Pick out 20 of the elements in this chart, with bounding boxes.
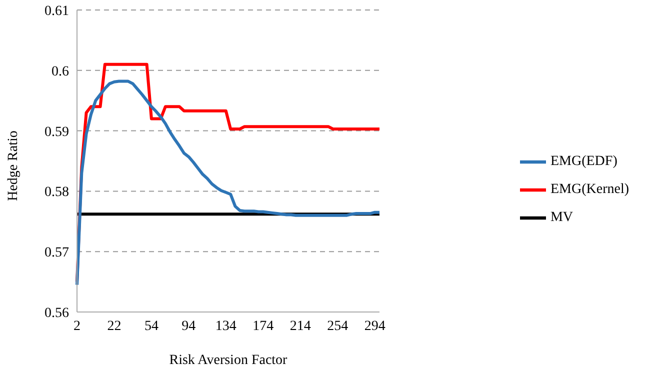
x-tick-label: 294 [364,318,386,334]
x-tick-label: 2 [74,318,80,334]
y-tick-label: 0.57 [44,246,69,261]
x-tick-label: 254 [327,318,348,334]
x-tick-label: 54 [144,318,158,334]
x-tick-label: 94 [182,318,196,334]
legend-label: EMG(EDF) [550,154,618,169]
x-tick-label: 22 [107,318,122,334]
x-axis-title: Risk Aversion Factor [169,353,288,368]
legend-label: EMG(Kernel) [550,182,629,197]
y-tick-label: 0.6 [52,64,69,80]
legend-label: MV [550,210,574,225]
x-tick-label: 174 [252,318,274,334]
x-tick-label: 134 [215,318,236,334]
y-axis-title: Hedge Ratio [6,130,21,201]
x-tick-label: 214 [290,318,311,334]
y-tick-label: 0.56 [44,306,69,321]
y-tick-label: 0.58 [44,185,69,200]
y-tick-label: 0.59 [44,124,69,140]
y-tick-label: 0.61 [44,4,69,19]
